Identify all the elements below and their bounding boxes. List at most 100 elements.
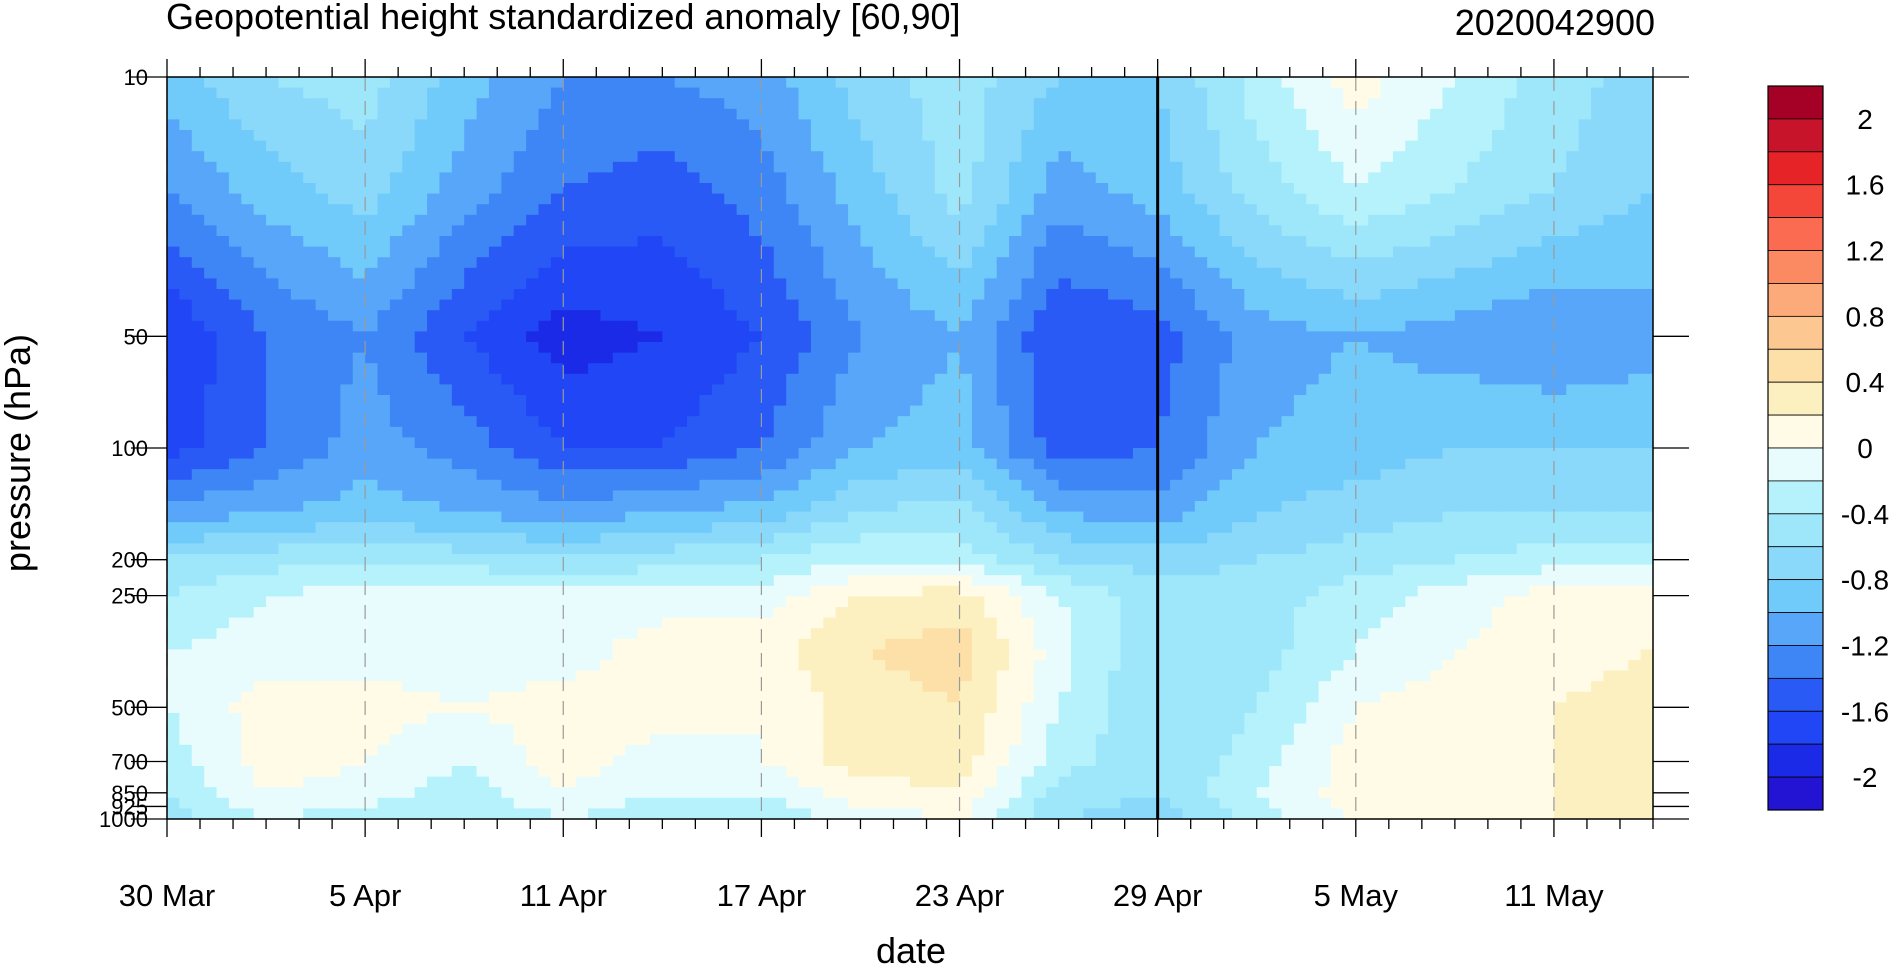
- field-cell: [476, 331, 490, 343]
- field-cell: [773, 352, 787, 364]
- field-cell: [501, 299, 515, 311]
- field-cell: [612, 458, 626, 470]
- field-cell: [1046, 108, 1060, 120]
- field-cell: [1244, 384, 1258, 396]
- field-cell: [823, 119, 837, 131]
- field-cell: [1380, 278, 1394, 290]
- field-cell: [1207, 257, 1221, 269]
- field-cell: [959, 140, 973, 152]
- field-cell: [1207, 490, 1221, 502]
- field-cell: [1541, 151, 1555, 163]
- field-cell: [1640, 469, 1653, 481]
- field-cell: [216, 352, 230, 364]
- field-cell: [637, 278, 651, 290]
- field-cell: [1145, 151, 1159, 163]
- field-cell: [910, 416, 923, 428]
- field-cell: [1157, 458, 1171, 470]
- field-cell: [625, 130, 639, 142]
- field-cell: [327, 289, 341, 301]
- field-cell: [1194, 469, 1208, 481]
- field-cell: [860, 373, 874, 385]
- field-cell: [773, 108, 787, 120]
- field-cell: [1591, 352, 1605, 364]
- field-cell: [538, 310, 552, 322]
- field-cell: [327, 448, 341, 460]
- field-cell: [488, 416, 502, 428]
- field-cell: [488, 108, 502, 120]
- field-cell: [402, 320, 416, 332]
- field-cell: [1058, 214, 1072, 226]
- field-cell: [402, 384, 416, 396]
- field-cell: [600, 77, 614, 89]
- field-cell: [810, 236, 824, 248]
- field-cell: [612, 140, 626, 152]
- field-cell: [996, 479, 1010, 491]
- field-cell: [290, 257, 304, 269]
- field-cell: [253, 437, 267, 449]
- field-cell: [835, 278, 849, 290]
- field-cell: [1442, 108, 1456, 120]
- field-cell: [327, 108, 341, 120]
- field-cell: [1269, 214, 1283, 226]
- field-cell: [996, 236, 1010, 248]
- field-cell: [1021, 331, 1035, 343]
- field-cell: [550, 289, 564, 301]
- field-cell: [786, 214, 800, 226]
- field-cell: [1244, 130, 1258, 142]
- field-cell: [1516, 479, 1530, 491]
- field-cell: [773, 342, 787, 354]
- field-cell: [922, 193, 936, 205]
- field-cell: [687, 225, 701, 237]
- field-cell: [290, 278, 304, 290]
- field-cell: [1306, 426, 1320, 438]
- field-cell: [414, 426, 428, 438]
- field-cell: [1430, 151, 1444, 163]
- field-cell: [736, 384, 750, 396]
- field-cell: [526, 98, 540, 110]
- field-cell: [1628, 140, 1642, 152]
- field-cell: [1256, 289, 1270, 301]
- field-cell: [1182, 98, 1196, 110]
- field-cell: [253, 172, 267, 184]
- field-cell: [922, 352, 936, 364]
- field-cell: [1566, 77, 1580, 89]
- field-cell: [749, 373, 762, 385]
- field-cell: [575, 161, 589, 173]
- field-cell: [377, 511, 391, 523]
- field-cell: [266, 437, 280, 449]
- field-cell: [1256, 151, 1270, 163]
- field-cell: [1194, 458, 1208, 470]
- field-cell: [971, 448, 985, 460]
- field-cell: [513, 320, 527, 332]
- field-cell: [266, 479, 280, 491]
- field-cell: [1640, 405, 1653, 417]
- field-cell: [1306, 130, 1320, 142]
- field-cell: [823, 437, 837, 449]
- field-cell: [538, 405, 552, 417]
- field-cell: [550, 214, 564, 226]
- field-cell: [711, 320, 725, 332]
- field-cell: [1021, 214, 1035, 226]
- field-cell: [1591, 342, 1605, 354]
- field-cell: [1269, 479, 1283, 491]
- field-cell: [464, 395, 478, 407]
- field-cell: [1170, 331, 1184, 343]
- field-cell: [352, 511, 366, 523]
- field-cell: [1182, 267, 1196, 279]
- field-cell: [1207, 352, 1221, 364]
- field-cell: [253, 108, 267, 120]
- field-cell: [340, 426, 354, 438]
- field-cell: [1553, 151, 1567, 163]
- field-cell: [897, 214, 911, 226]
- field-cell: [711, 193, 725, 205]
- field-cell: [872, 405, 886, 417]
- field-cell: [848, 236, 862, 248]
- field-cell: [1492, 363, 1505, 375]
- field-cell: [526, 257, 540, 269]
- field-cell: [922, 87, 936, 99]
- field-cell: [1157, 193, 1171, 205]
- field-cell: [1603, 458, 1617, 470]
- field-cell: [1467, 140, 1481, 152]
- field-cell: [625, 225, 639, 237]
- field-cell: [427, 257, 441, 269]
